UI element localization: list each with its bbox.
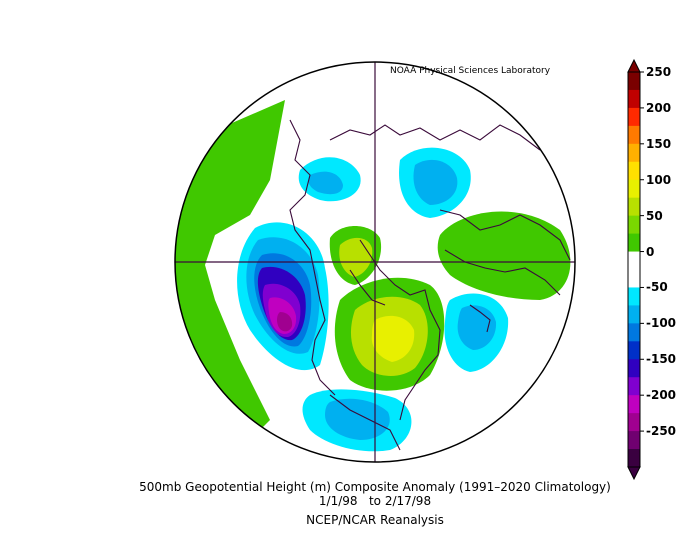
colorbar-label: 50 bbox=[646, 208, 663, 223]
colorbar-swatch bbox=[628, 323, 640, 342]
colorbar-label: 250 bbox=[646, 65, 672, 79]
colorbar-label: -50 bbox=[646, 280, 668, 295]
colorbar-label: 0 bbox=[646, 244, 655, 259]
map-title: 500mb Geopotential Height (m) Composite … bbox=[139, 480, 611, 494]
colorbar-swatch bbox=[628, 251, 640, 270]
graticule bbox=[175, 62, 575, 462]
colorbar-swatch bbox=[628, 449, 640, 468]
colorbar-swatch bbox=[628, 215, 640, 235]
colorbar-swatch bbox=[628, 143, 640, 163]
colorbar-swatch bbox=[628, 72, 640, 91]
colorbar-label: 100 bbox=[646, 172, 672, 187]
colorbar-label: -200 bbox=[646, 388, 677, 403]
colorbar-top-arrow bbox=[627, 58, 641, 73]
colorbar-swatch bbox=[628, 179, 640, 199]
map-border bbox=[174, 61, 576, 463]
colorbar-swatch bbox=[628, 287, 640, 306]
colorbar-outline bbox=[627, 71, 641, 468]
colorbar-swatch bbox=[628, 413, 640, 432]
coastlines bbox=[289, 119, 571, 451]
colorbar-label: 200 bbox=[646, 100, 672, 115]
colorbar-swatch bbox=[628, 359, 640, 378]
colorbar-label: 150 bbox=[646, 136, 672, 151]
colorbar-label: -100 bbox=[646, 316, 677, 331]
colorbar-swatch bbox=[628, 125, 640, 145]
credit-label: NOAA Physical Sciences Laboratory bbox=[390, 66, 551, 76]
colorbar-swatch bbox=[628, 233, 640, 253]
colorbar-label: -250 bbox=[646, 424, 677, 439]
colorbar-bottom-arrow bbox=[627, 466, 641, 481]
color-bar bbox=[627, 58, 644, 481]
colorbar-swatch bbox=[628, 395, 640, 414]
colorbar-swatch bbox=[628, 269, 640, 288]
data-source: NCEP/NCAR Reanalysis bbox=[306, 513, 444, 527]
colorbar-swatch bbox=[628, 197, 640, 217]
colorbar-swatch bbox=[628, 89, 640, 109]
colorbar-swatch bbox=[628, 161, 640, 181]
colorbar-label: -150 bbox=[646, 352, 677, 367]
colorbar-swatch bbox=[628, 107, 640, 127]
colorbar-swatch bbox=[628, 341, 640, 360]
date-range: 1/1/98 to 2/17/98 bbox=[318, 494, 432, 508]
colorbar-swatch bbox=[628, 377, 640, 396]
colorbar-swatch bbox=[628, 305, 640, 324]
colorbar-swatch bbox=[628, 431, 640, 450]
eurasia-positive-anomaly bbox=[437, 211, 571, 300]
